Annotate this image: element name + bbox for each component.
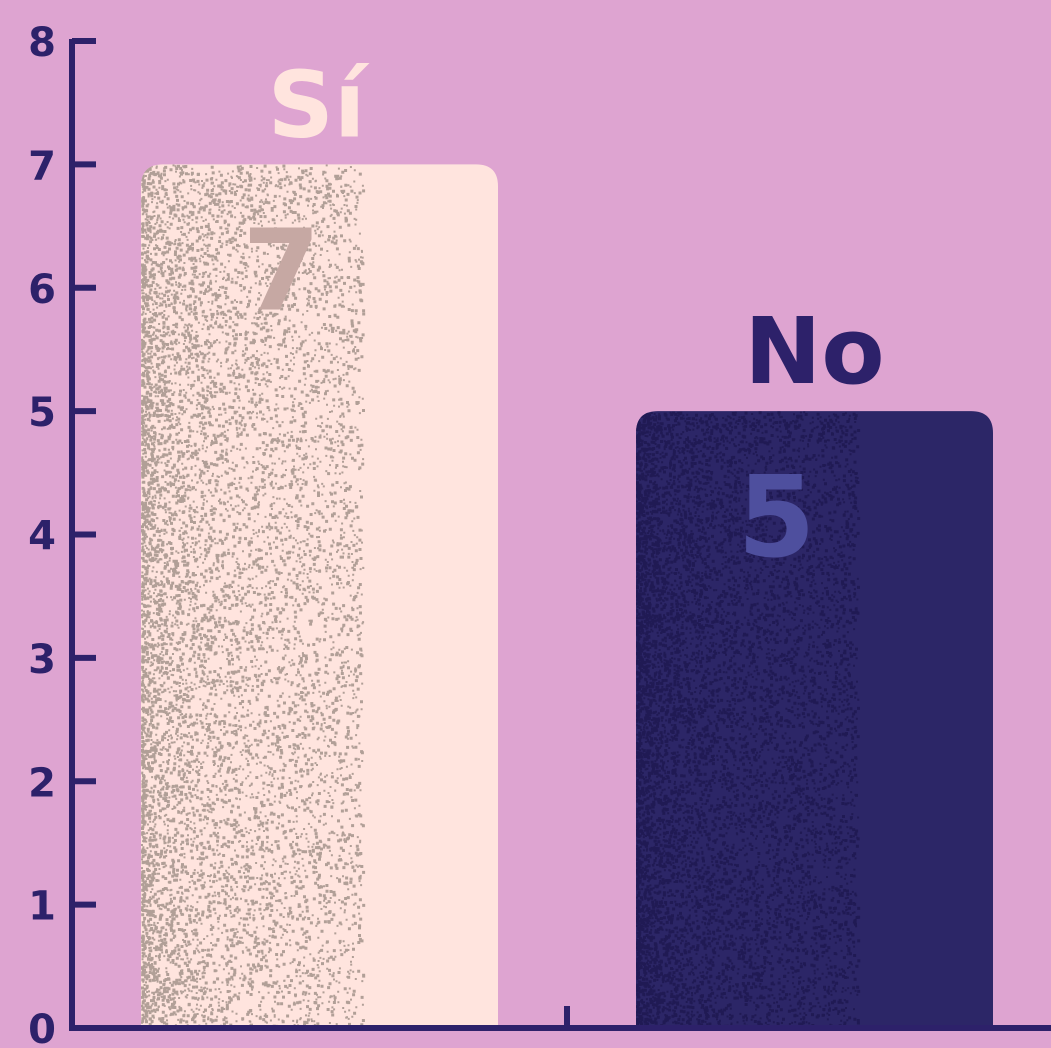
bar-no-texture bbox=[636, 411, 861, 1028]
y-tick-label: 4 bbox=[28, 514, 56, 560]
y-tick-label: 1 bbox=[28, 884, 56, 930]
y-tick-label: 0 bbox=[28, 1007, 56, 1048]
y-tick-label: 7 bbox=[28, 143, 56, 189]
category-label-si: Sí bbox=[268, 51, 370, 158]
y-tick-label: 3 bbox=[28, 637, 56, 683]
value-label-no: 5 bbox=[738, 453, 816, 583]
bars bbox=[141, 164, 993, 1028]
y-tick-label: 6 bbox=[28, 267, 56, 313]
value-label-si: 7 bbox=[243, 206, 321, 336]
axes bbox=[69, 38, 1051, 1031]
bar-si-texture bbox=[141, 164, 366, 1028]
y-tick-label: 2 bbox=[28, 760, 56, 806]
y-tick-label: 5 bbox=[28, 390, 56, 436]
y-tick-label: 8 bbox=[28, 20, 56, 66]
category-label-no: No bbox=[744, 298, 884, 405]
labels: 0 1 2 3 4 5 6 7 8 Sí 7 No 5 bbox=[28, 20, 885, 1048]
